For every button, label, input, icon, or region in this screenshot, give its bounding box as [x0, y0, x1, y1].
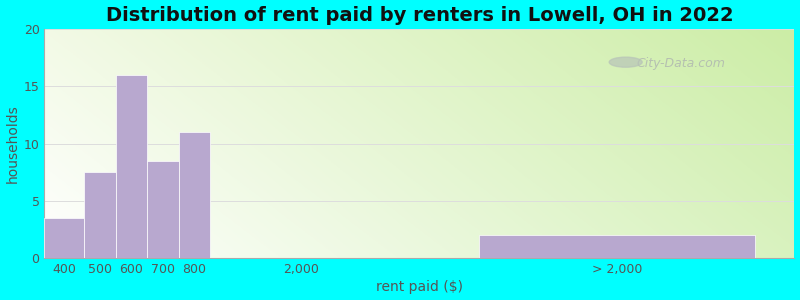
Circle shape [609, 57, 642, 67]
Bar [84, 172, 115, 258]
Bar [178, 132, 210, 258]
Y-axis label: households: households [6, 104, 19, 183]
Bar [45, 218, 84, 258]
Bar [147, 161, 178, 258]
Title: Distribution of rent paid by renters in Lowell, OH in 2022: Distribution of rent paid by renters in … [106, 6, 734, 25]
X-axis label: rent paid ($): rent paid ($) [376, 280, 463, 294]
Bar [115, 75, 147, 258]
Bar [478, 236, 755, 258]
Text: City-Data.com: City-Data.com [637, 57, 726, 70]
